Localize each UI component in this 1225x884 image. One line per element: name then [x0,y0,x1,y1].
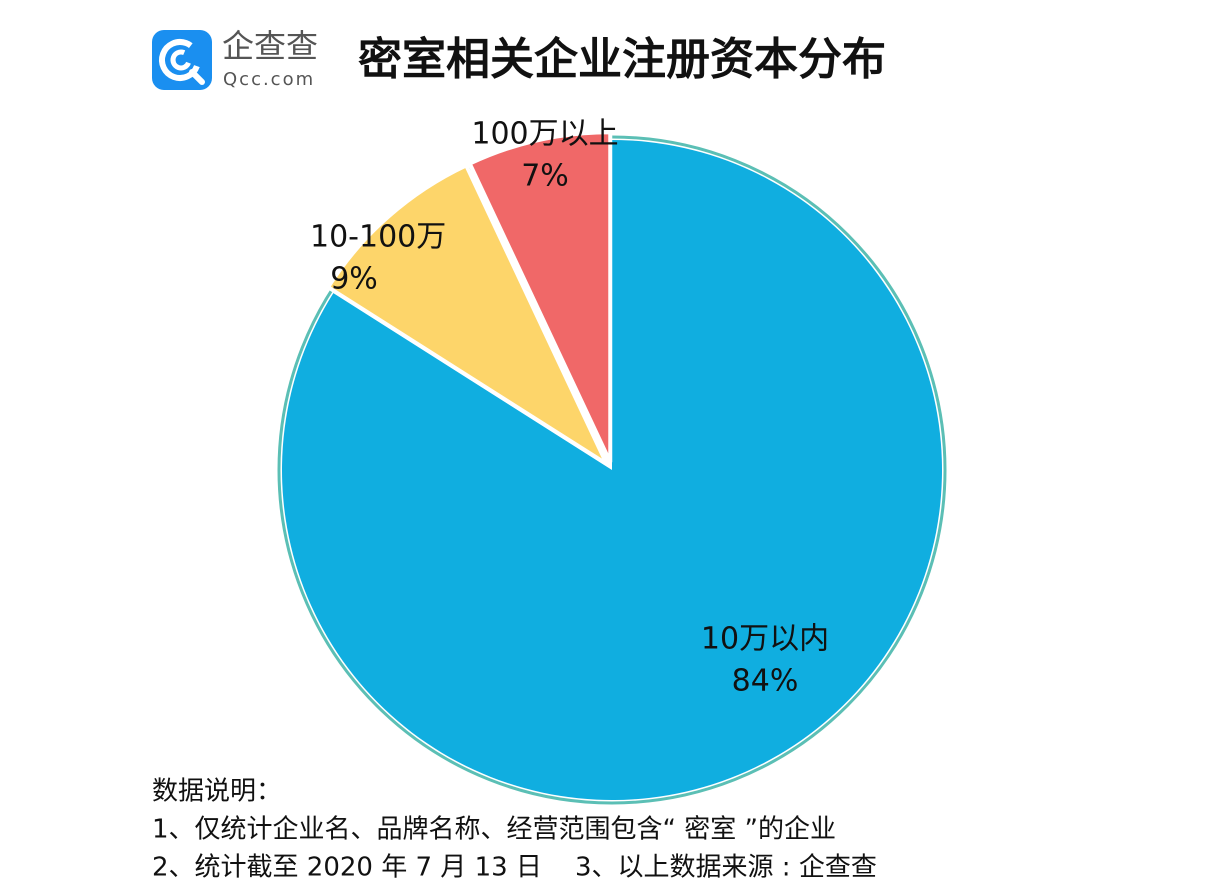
slice-label: 100万以上 [471,117,618,152]
value-label: 84% [732,664,799,699]
labels: 10万以内 84% 10-100万 9% 100万以上 7% [310,117,829,699]
note-line: 数据说明： [152,777,282,807]
value-label: 9% [330,262,378,297]
pie-slice [281,140,942,800]
value-label: 7% [521,159,569,194]
notes: 数据说明： 1、仅统计企业名、品牌名称、经营范围包含“ 密室 ”的企业 2、统计截至… [152,777,877,883]
logo [152,30,212,90]
slice-label: 10-100万 [310,220,446,255]
slice-label: 10万以内 [701,622,829,657]
pie-slice [467,130,613,464]
chart-title: 密室相关企业注册资本分布 [358,34,886,85]
brand-name: 企查查 [222,27,318,65]
pie-slice [325,162,612,470]
brand-url: Qcc.com [223,69,315,90]
note-line: 1、仅统计企业名、品牌名称、经营范围包含“ 密室 ”的企业 [152,815,836,845]
note-line: 2、统计截至 2020 年 7 月 13 日 3、以上数据来源 : 企查查 [152,853,877,883]
pie [281,130,942,800]
